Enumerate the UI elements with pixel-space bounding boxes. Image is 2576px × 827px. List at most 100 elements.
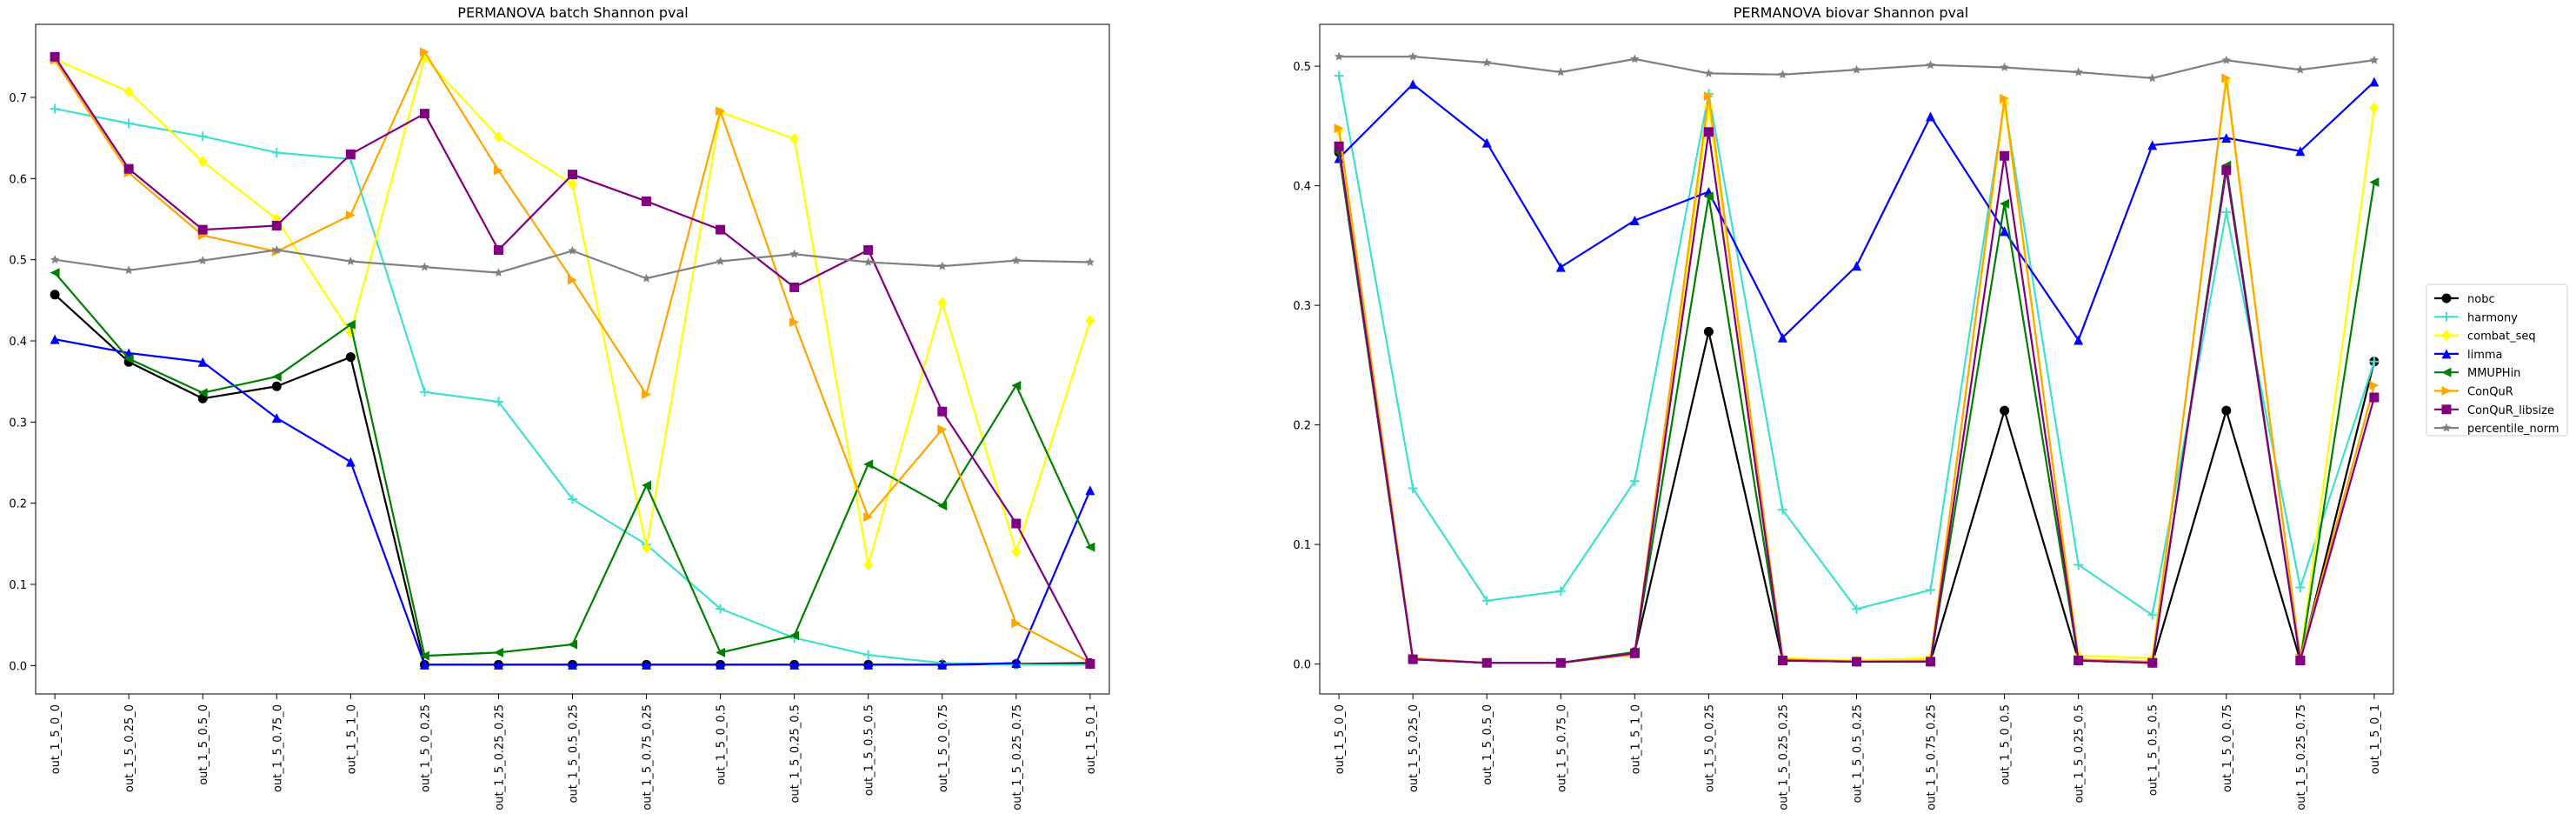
legend-label: nobc [2467, 293, 2495, 306]
biovar-y-axis: 0.0 0.1 0.2 0.3 0.4 0.5 [1293, 61, 1320, 672]
biovar-series-percentile-norm [1334, 51, 2380, 83]
batch-point-conqur-libsize [50, 51, 60, 62]
biovar-point-harmony [2221, 207, 2232, 217]
batch-point-mmuphin [716, 647, 726, 657]
biovar-point-conqur [1703, 91, 1714, 101]
legend-item-conqur-libsize: ConQuR_libsize [2434, 404, 2554, 417]
batch-series-percentile-norm [50, 244, 1095, 283]
biovar-x-tick-label: out_1_5_0_0.25 [1703, 704, 1716, 792]
batch-point-limma [568, 659, 577, 670]
batch-point-limma [197, 357, 208, 367]
batch-point-limma [642, 659, 652, 670]
biovar-point-harmony [1852, 604, 1861, 614]
batch-y-tick-label: 0.7 [9, 92, 27, 105]
biovar-point-conqur-libsize [1481, 657, 1492, 668]
biovar-point-conqur-libsize [2295, 656, 2306, 665]
batch-point-conqur [716, 106, 726, 117]
batch-point-conqur-libsize [197, 224, 208, 235]
biovar-point-conqur-libsize [2221, 165, 2232, 176]
biovar-point-limma [1408, 79, 1418, 90]
legend-item-conqur: ConQuR [2434, 386, 2513, 399]
biovar-x-tick-label: out_1_5_0.25_0.25 [1777, 704, 1790, 810]
biovar-x-tick-label: out_1_5_0_0.5 [2000, 704, 2013, 785]
batch-point-harmony [197, 131, 208, 142]
batch-series-limma [50, 334, 1095, 670]
biovar-point-percentile-norm [1630, 54, 1640, 63]
batch-point-nobc [50, 290, 60, 300]
biovar-y-tick-label: 0.1 [1293, 539, 1311, 552]
biovar-series-conqur-libsize [1334, 127, 2380, 668]
batch-x-tick-label: out_1_5_0_0 [50, 704, 63, 774]
biovar-x-tick-label: out_1_5_0.75_0.25 [1926, 704, 1939, 810]
batch-point-nobc [345, 352, 356, 363]
batch-point-conqur-libsize [419, 109, 429, 119]
legend-label: ConQuR [2467, 386, 2513, 399]
batch-point-harmony [50, 103, 60, 114]
batch-y-tick-label: 0.2 [9, 498, 27, 511]
biovar-point-mmuphin [2000, 198, 2010, 209]
batch-point-percentile-norm [123, 265, 134, 275]
batch-point-mmuphin [789, 630, 800, 641]
batch-x-tick-label: out_1_5_0_0.25 [419, 704, 432, 792]
batch-point-combat-seq [197, 156, 208, 168]
batch-point-limma [50, 334, 60, 344]
batch-point-percentile-norm [863, 257, 873, 266]
biovar-x-tick-label: out_1_5_0.75_0 [1555, 704, 1568, 792]
batch-x-tick-label: out_1_5_0_0.5 [716, 704, 729, 785]
batch-point-harmony [716, 604, 726, 614]
batch-point-combat-seq [642, 542, 652, 554]
batch-series-conqur-libsize [50, 51, 1095, 669]
biovar-point-conqur-libsize [2073, 656, 2084, 665]
legend-marker [2441, 330, 2452, 342]
batch-point-limma [345, 457, 356, 467]
batch-point-mmuphin [271, 371, 282, 382]
batch-y-axis: 0.0 0.1 0.2 0.3 0.4 0.5 0.6 0.7 [9, 92, 36, 673]
batch-point-limma [863, 659, 874, 670]
biovar-y-tick-label: 0.2 [1293, 420, 1311, 433]
biovar-point-conqur-libsize [1408, 654, 1418, 664]
batch-point-limma [937, 659, 948, 670]
batch-point-conqur [1011, 618, 1022, 629]
biovar-point-harmony [1777, 504, 1787, 515]
biovar-point-limma [1926, 111, 1936, 122]
biovar-point-conqur-libsize [1852, 657, 1861, 667]
biovar-point-nobc [2000, 405, 2010, 416]
batch-point-conqur [642, 390, 652, 400]
batch-point-mmuphin [197, 388, 208, 398]
biovar-point-conqur [2221, 73, 2232, 83]
batch-point-conqur-libsize [568, 170, 577, 180]
batch-point-limma [271, 413, 282, 424]
biovar-point-nobc [1703, 326, 1714, 337]
biovar-point-conqur-libsize [1777, 656, 1787, 665]
batch-point-percentile-norm [50, 255, 60, 264]
legend-item-percentile-norm: percentile_norm [2434, 423, 2559, 436]
biovar-point-percentile-norm [2221, 55, 2232, 64]
legend-marker [2441, 404, 2452, 415]
batch-point-limma [1011, 658, 1022, 669]
batch-x-tick-label: out_1_5_0_1 [1085, 704, 1098, 774]
biovar-point-limma [2073, 335, 2084, 345]
batch-x-axis: out_1_5_0_0 out_1_5_0.25_0 out_1_5_0.5_0 ou… [50, 694, 1098, 810]
batch-point-mmuphin [123, 354, 134, 364]
batch-point-conqur-libsize [863, 244, 874, 255]
biovar-point-percentile-norm [1556, 67, 1566, 77]
batch-point-mmuphin [50, 268, 60, 278]
biovar-point-conqur-libsize [1703, 127, 1714, 137]
legend-label: ConQuR_libsize [2467, 404, 2554, 417]
biovar-point-nobc [2221, 405, 2232, 416]
biovar-x-tick-label: out_1_5_1_0 [1629, 704, 1642, 774]
legend-item-mmuphin: MMUPHin [2434, 367, 2520, 380]
batch-point-combat-seq [1085, 315, 1095, 327]
batch-point-mmuphin [568, 639, 577, 650]
batch-point-conqur-libsize [642, 196, 652, 206]
batch-point-combat-seq [419, 51, 429, 63]
batch-x-tick-label: out_1_5_0.75_0.25 [642, 704, 655, 810]
biovar-point-harmony [2073, 560, 2084, 570]
biovar-point-conqur-libsize [1926, 657, 1936, 667]
batch-point-conqur-libsize [271, 220, 282, 230]
batch-x-tick-label: out_1_5_0.25_0 [123, 704, 136, 792]
biovar-point-conqur-libsize [1334, 141, 1344, 151]
batch-point-percentile-norm [716, 257, 725, 265]
